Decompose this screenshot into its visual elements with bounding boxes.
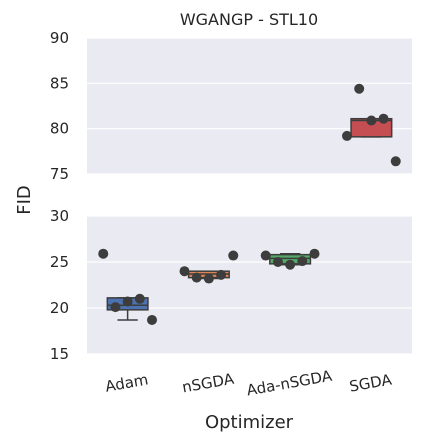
box-ada-nsgda [260, 248, 320, 270]
upper-ytick-labels: 75 80 85 90 [50, 29, 69, 183]
y-axis-label: FID [14, 185, 35, 215]
xtick-label: Ada-nSGDA [245, 367, 334, 400]
ytick-label: 90 [50, 29, 69, 47]
data-point [309, 248, 320, 259]
data-point [285, 259, 296, 270]
xtick-labels: Adam nSGDA Ada-nSGDA SGDA [104, 367, 394, 400]
ytick-label: 30 [50, 207, 69, 225]
xtick-label: SGDA [348, 370, 394, 395]
x-axis-label: Optimizer [205, 412, 294, 433]
ytick-label: 80 [50, 120, 69, 138]
data-point [98, 248, 109, 259]
box-adam [98, 248, 157, 325]
ytick-label: 25 [50, 253, 69, 271]
lower-ytick-labels: 15 20 25 30 [50, 207, 69, 363]
lower-panel [87, 216, 412, 354]
box-sgda [342, 83, 401, 167]
xtick-label: Adam [104, 370, 150, 395]
xtick-label: nSGDA [181, 370, 236, 397]
data-point [378, 113, 389, 124]
chart-title: WGANGP - STL10 [180, 10, 318, 29]
ytick-label: 15 [50, 345, 69, 363]
box-nsgda [179, 250, 239, 284]
data-point [216, 269, 227, 280]
data-point [134, 293, 145, 304]
data-point [147, 314, 157, 325]
data-point [260, 250, 271, 261]
data-point [354, 83, 365, 94]
data-point [191, 272, 202, 283]
data-point [179, 266, 190, 277]
data-point [122, 296, 133, 307]
data-point [390, 156, 401, 167]
data-point [366, 115, 377, 126]
data-point [110, 302, 121, 313]
box-series [98, 83, 401, 325]
data-point [203, 273, 214, 284]
data-point [342, 130, 352, 141]
ytick-label: 75 [50, 165, 69, 183]
ytick-label: 20 [50, 299, 69, 317]
data-point [272, 257, 283, 267]
upper-panel [87, 38, 412, 174]
data-point [228, 250, 239, 261]
ytick-label: 85 [50, 74, 69, 92]
data-point [297, 256, 308, 267]
